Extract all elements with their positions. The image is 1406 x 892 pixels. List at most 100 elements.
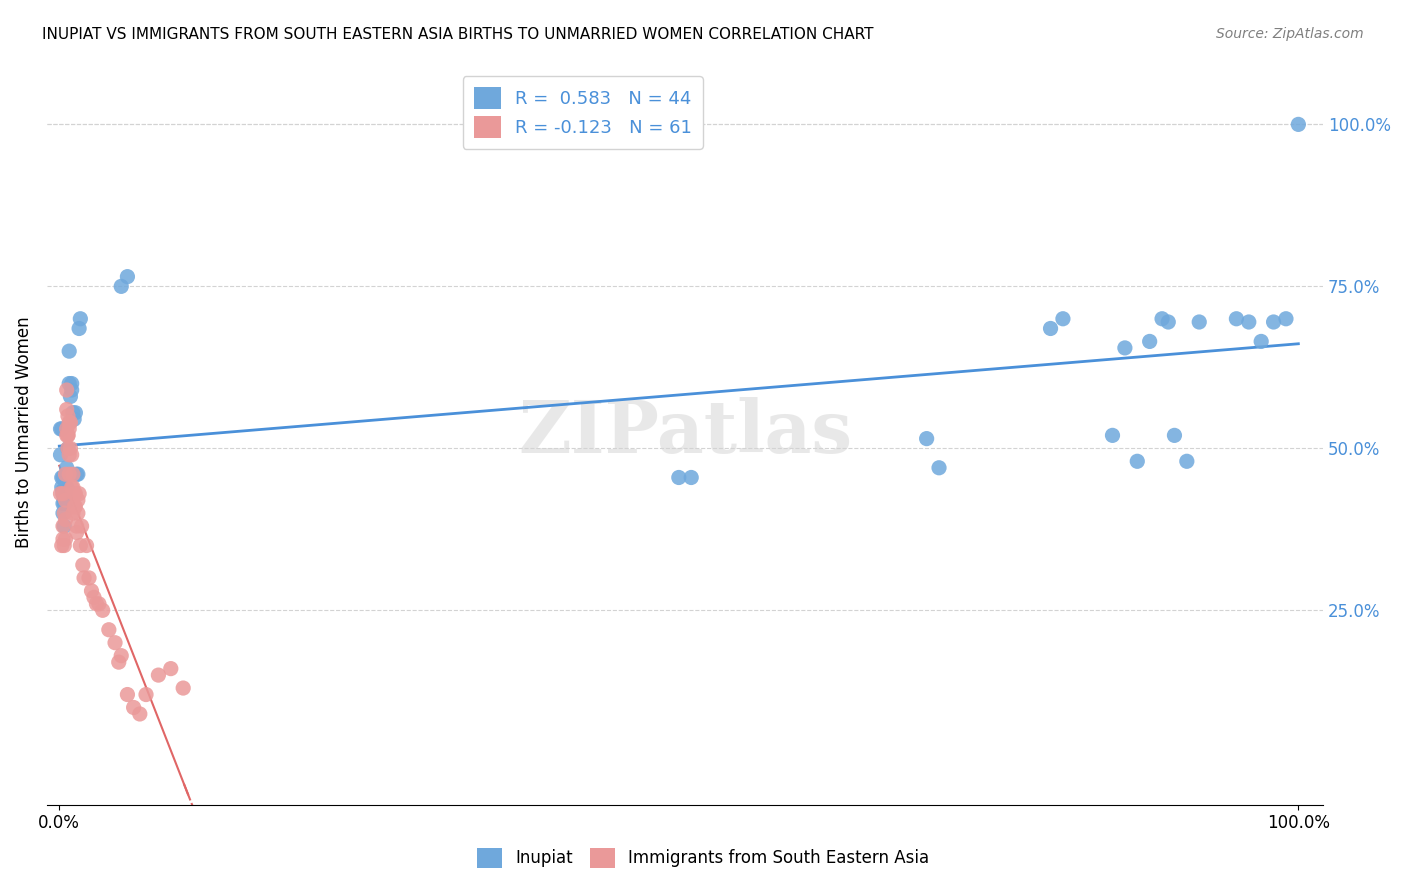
Point <box>53 519 76 533</box>
Point <box>128 706 150 721</box>
Point <box>55 422 77 436</box>
Point <box>668 470 690 484</box>
Point <box>67 321 90 335</box>
Point <box>91 603 114 617</box>
Point <box>55 428 77 442</box>
Point <box>110 279 132 293</box>
Point <box>1114 341 1136 355</box>
Point <box>53 493 76 508</box>
Point <box>58 344 80 359</box>
Point <box>65 467 87 482</box>
Point <box>1139 334 1161 349</box>
Point <box>69 311 91 326</box>
Point <box>53 496 76 510</box>
Point <box>55 460 77 475</box>
Point <box>60 448 83 462</box>
Point <box>58 467 80 482</box>
Point <box>66 493 89 508</box>
Point <box>58 376 80 391</box>
Point <box>60 383 83 397</box>
Legend: R =  0.583   N = 44, R = -0.123   N = 61: R = 0.583 N = 44, R = -0.123 N = 61 <box>463 76 703 149</box>
Point <box>65 519 87 533</box>
Point <box>52 519 75 533</box>
Point <box>53 506 76 520</box>
Point <box>55 532 77 546</box>
Point <box>1163 428 1185 442</box>
Point <box>1263 315 1285 329</box>
Point <box>58 416 80 430</box>
Point <box>52 532 75 546</box>
Point <box>55 480 77 494</box>
Point <box>56 442 79 456</box>
Point <box>86 597 108 611</box>
Point <box>60 376 83 391</box>
Point <box>62 467 84 482</box>
Point <box>58 422 80 436</box>
Point <box>104 636 127 650</box>
Point <box>56 428 79 442</box>
Text: ZIPatlas: ZIPatlas <box>517 397 852 467</box>
Point <box>52 496 75 510</box>
Point <box>63 486 86 500</box>
Point <box>62 480 84 494</box>
Point <box>55 402 77 417</box>
Point <box>73 571 96 585</box>
Point <box>52 506 75 520</box>
Point <box>83 591 105 605</box>
Point <box>52 486 75 500</box>
Point <box>65 406 87 420</box>
Point <box>66 467 89 482</box>
Point <box>59 390 82 404</box>
Point <box>55 467 77 482</box>
Point <box>1237 315 1260 329</box>
Point <box>49 422 72 436</box>
Point <box>1188 315 1211 329</box>
Point <box>1039 321 1062 335</box>
Point <box>76 539 98 553</box>
Point <box>65 500 87 514</box>
Point <box>1157 315 1180 329</box>
Point <box>55 486 77 500</box>
Point <box>62 506 84 520</box>
Legend: Inupiat, Immigrants from South Eastern Asia: Inupiat, Immigrants from South Eastern A… <box>470 841 936 875</box>
Point <box>1275 311 1298 326</box>
Point <box>58 448 80 462</box>
Point <box>56 409 79 423</box>
Point <box>159 662 181 676</box>
Point <box>51 539 73 553</box>
Point <box>1101 428 1123 442</box>
Point <box>135 688 157 702</box>
Point <box>56 442 79 456</box>
Point <box>80 583 103 598</box>
Point <box>59 442 82 456</box>
Point <box>63 412 86 426</box>
Point <box>72 558 94 572</box>
Point <box>1126 454 1149 468</box>
Point <box>117 269 139 284</box>
Point <box>51 470 73 484</box>
Point <box>51 422 73 436</box>
Point <box>1286 117 1309 131</box>
Point <box>67 486 90 500</box>
Point <box>69 539 91 553</box>
Point <box>148 668 170 682</box>
Point <box>65 486 87 500</box>
Point <box>63 500 86 514</box>
Point <box>1175 454 1198 468</box>
Point <box>53 539 76 553</box>
Point <box>122 700 145 714</box>
Point <box>59 416 82 430</box>
Point <box>49 486 72 500</box>
Point <box>55 480 77 494</box>
Point <box>52 486 75 500</box>
Point <box>52 470 75 484</box>
Point <box>172 681 194 695</box>
Point <box>117 688 139 702</box>
Point <box>55 496 77 510</box>
Point <box>928 460 950 475</box>
Point <box>55 486 77 500</box>
Point <box>62 406 84 420</box>
Point <box>56 428 79 442</box>
Point <box>55 493 77 508</box>
Point <box>51 480 73 494</box>
